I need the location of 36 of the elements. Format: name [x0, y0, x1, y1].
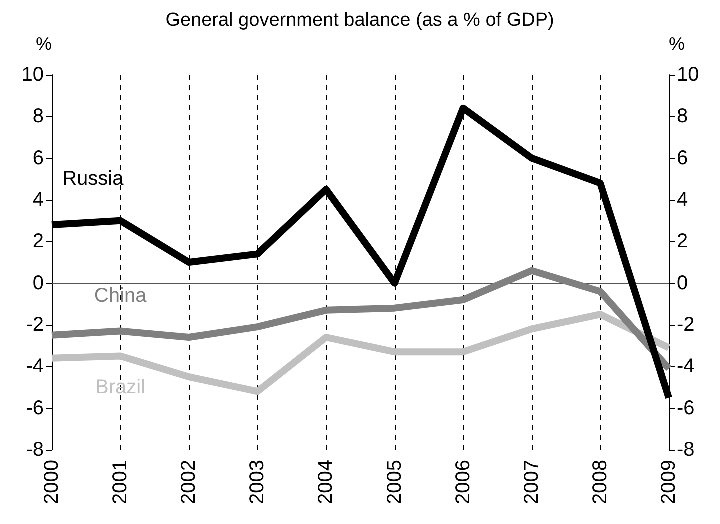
- x-tick-label: 2003: [246, 460, 269, 504]
- y-tick-label: 6: [32, 147, 44, 170]
- y2-tick-label: 8: [677, 106, 688, 128]
- y2-tick-label: -4: [677, 356, 695, 378]
- y2-tick-label: 2: [677, 230, 688, 253]
- y-tick-label: -2: [26, 314, 44, 336]
- y2-tick-label: -8: [677, 439, 695, 461]
- x-tick-label: 2004: [315, 460, 338, 504]
- y-tick-label: 10: [22, 64, 44, 86]
- y-tick-label: -4: [26, 356, 44, 378]
- y-tick-label: -6: [26, 397, 44, 420]
- y-tick-label: 0: [32, 272, 44, 294]
- y2-tick-label: -2: [677, 314, 695, 336]
- x-tick-label: 2001: [110, 460, 132, 504]
- x-tick-label: 2006: [452, 460, 474, 504]
- y-axis-title: %: [36, 34, 52, 54]
- x-tick-label: 2008: [589, 460, 612, 504]
- y-tick-label: 4: [32, 189, 44, 211]
- series-label: China: [94, 284, 148, 307]
- y2-tick-label: 4: [677, 189, 688, 211]
- series-label: Brazil: [96, 376, 146, 398]
- y2-tick-label: -6: [677, 397, 695, 420]
- x-tick-label: 2005: [384, 460, 406, 504]
- y-tick-label: 2: [32, 230, 44, 253]
- x-tick-label: 2007: [520, 460, 543, 504]
- x-tick-label: 2002: [178, 460, 200, 504]
- y2-tick-label: 6: [677, 147, 688, 170]
- chart-title: General government balance (as a % of GDP): [166, 10, 554, 31]
- y-tick-label: -8: [26, 439, 44, 461]
- y2-axis-title: %: [669, 34, 686, 54]
- y2-tick-label: 10: [677, 64, 700, 86]
- x-tick-label: 2009: [658, 460, 680, 504]
- y-tick-label: 8: [32, 106, 44, 128]
- x-tick-label: 2000: [41, 460, 63, 504]
- series-label: Russia: [62, 168, 125, 190]
- y2-tick-label: 0: [677, 272, 688, 294]
